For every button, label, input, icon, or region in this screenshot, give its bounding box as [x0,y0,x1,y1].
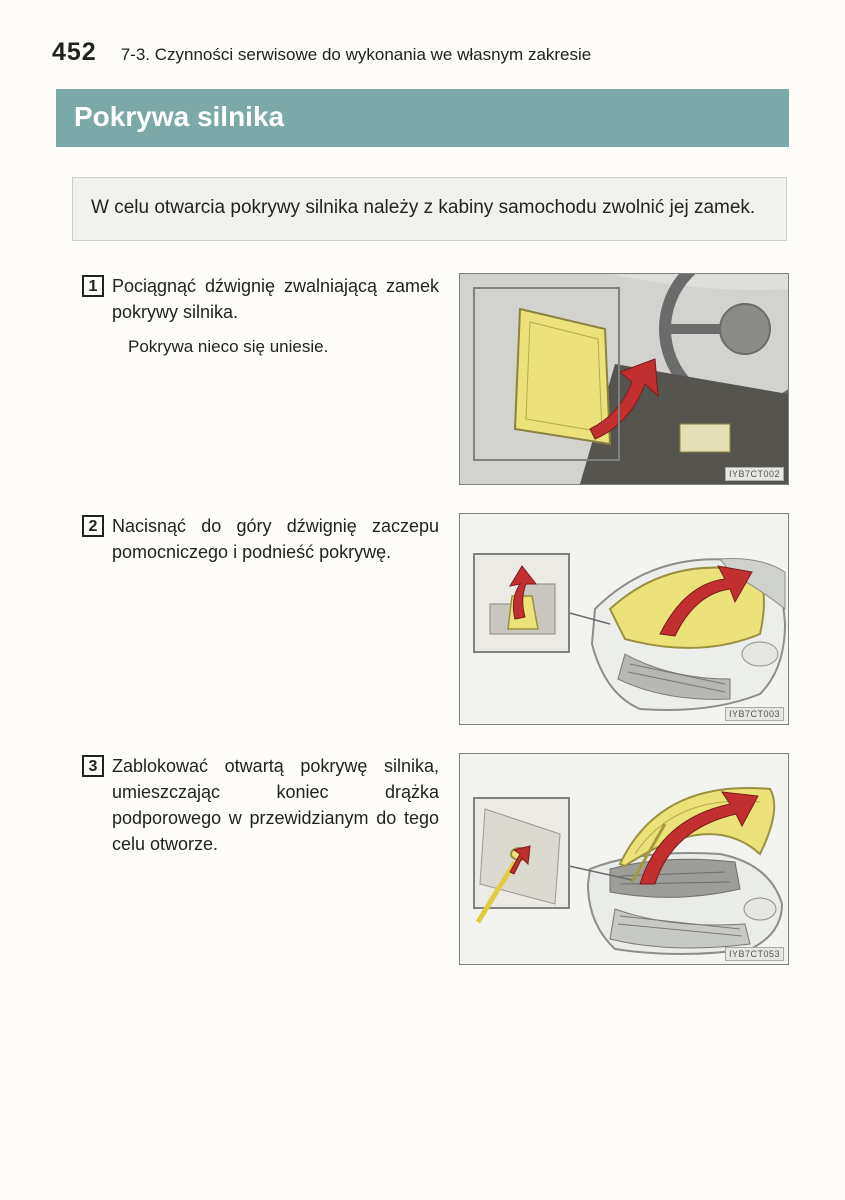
hood-latch-illustration-icon [460,514,788,724]
step-number: 3 [82,755,104,777]
step-body: Zablokować otwartą pokrywę silnika, umie… [112,753,439,857]
step-text-block: 2 Nacisnąć do góry dźwignię zaczepu pomo… [82,513,439,565]
intro-text: W celu otwarcia pokrywy silnika należy z… [72,177,787,241]
page-container: 452 7-3. Czynności serwisowe do wykonani… [0,0,845,1033]
step-text-block: 3 Zablokować otwartą pokrywę silnika, um… [82,753,439,857]
step-main-text: Nacisnąć do góry dźwignię zaczepu pomocn… [112,516,439,562]
step-main-text: Zablokować otwartą pokrywę silnika, umie… [112,756,439,854]
step-item: 3 Zablokować otwartą pokrywę silnika, um… [82,753,789,965]
page-number: 452 [52,38,97,67]
step-main-text: Pociągnąć dźwignię zwalniającą zamek pok… [112,276,439,322]
step-number: 2 [82,515,104,537]
step-note: Pokrywa nieco się uniesie. [128,335,439,360]
step-illustration: IYB7CT002 [459,273,789,485]
page-title: Pokrywa silnika [56,89,789,147]
illustration-caption: IYB7CT003 [725,707,784,721]
steps-list: 1 Pociągnąć dźwignię zwalniającą zamek p… [82,273,789,965]
illustration-caption: IYB7CT002 [725,467,784,481]
step-body: Pociągnąć dźwignię zwalniającą zamek pok… [112,273,439,360]
section-header: 7-3. Czynności serwisowe do wykonania we… [121,45,592,65]
step-item: 1 Pociągnąć dźwignię zwalniającą zamek p… [82,273,789,485]
step-body: Nacisnąć do góry dźwignię zaczepu pomocn… [112,513,439,565]
hood-prop-illustration-icon [460,754,788,964]
step-illustration: IYB7CT053 [459,753,789,965]
step-item: 2 Nacisnąć do góry dźwignię zaczepu pomo… [82,513,789,725]
step-number: 1 [82,275,104,297]
step-text-block: 1 Pociągnąć dźwignię zwalniającą zamek p… [82,273,439,360]
hood-lever-illustration-icon [460,274,788,484]
page-header: 452 7-3. Czynności serwisowe do wykonani… [52,38,793,67]
illustration-caption: IYB7CT053 [725,947,784,961]
step-illustration: IYB7CT003 [459,513,789,725]
